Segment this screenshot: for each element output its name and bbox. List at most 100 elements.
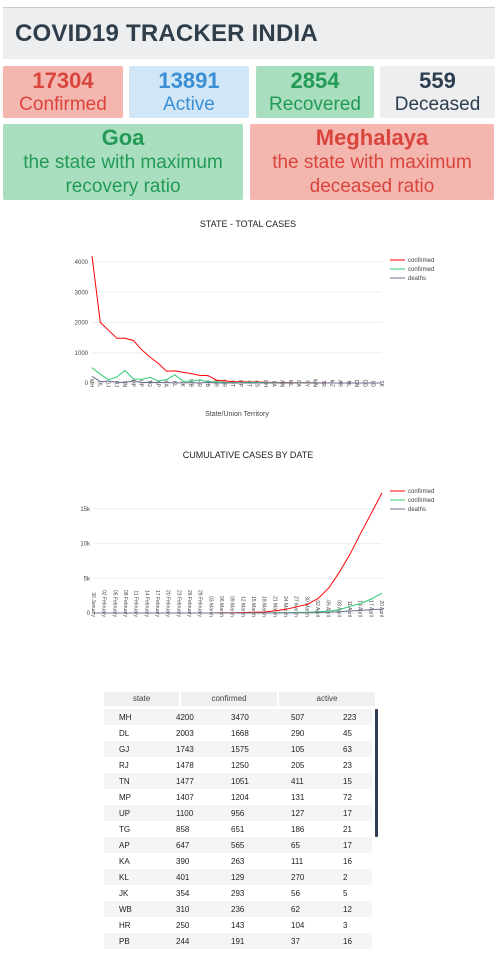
max-recovery-text: the state with maximum recovery ratio <box>23 152 223 197</box>
table-cell: PB <box>119 937 130 946</box>
table-cell: 62 <box>291 905 300 914</box>
max-recovery-card: Goa the state with maximum recovery rati… <box>3 124 243 200</box>
app-header: COVID19 TRACKER INDIA <box>3 7 495 59</box>
table-cell: 1204 <box>231 793 249 802</box>
table-cell: 411 <box>291 777 304 786</box>
y-tick-label: 3000 <box>75 290 89 296</box>
x-tick-label: 23 February <box>175 590 181 617</box>
header-confirmed[interactable]: confirmed <box>181 692 277 706</box>
x-tick-label: KA <box>163 380 169 387</box>
table-cell: 105 <box>291 745 305 754</box>
table-row: KL 401 129 270 2 <box>104 869 372 885</box>
x-tick-label: 26 February <box>186 590 192 617</box>
table-cell: 23 <box>343 761 352 770</box>
table-row: PB 244 191 37 16 <box>104 933 372 949</box>
table-cell: 223 <box>343 713 357 722</box>
legend-label: deaths <box>408 507 426 513</box>
x-tick-label: 08 April <box>335 600 341 617</box>
table-cell: 293 <box>231 889 245 898</box>
x-tick-label: 05 April <box>325 600 331 617</box>
table-cell: 354 <box>176 889 190 898</box>
table-cell: 4200 <box>176 713 194 722</box>
table-cell: 250 <box>176 921 190 930</box>
table-cell: 236 <box>231 905 245 914</box>
y-tick-label: 2000 <box>75 321 89 327</box>
table-row: MP 1407 1204 131 72 <box>104 789 372 805</box>
table-cell: 565 <box>231 841 245 850</box>
table-row: TN 1477 1051 411 15 <box>104 773 372 789</box>
legend-label: confirmed <box>408 498 434 504</box>
x-tick-label: 24 March <box>282 596 288 617</box>
x-tick-label: 14 February <box>143 590 149 617</box>
x-tick-label: 29 February <box>197 590 203 617</box>
table-cell: DL <box>119 729 130 738</box>
x-tick-label: BR <box>212 380 218 387</box>
max-recovery-state: Goa <box>101 125 145 150</box>
table-cell: 72 <box>343 793 352 802</box>
x-axis-title: State/Union Territory <box>205 411 269 418</box>
table-cell: 1668 <box>231 729 249 738</box>
table-row: GJ 1743 1575 105 63 <box>104 741 372 757</box>
table-cell: 390 <box>176 857 190 866</box>
table-cell: 290 <box>291 729 305 738</box>
active-card: 13891 Active <box>129 66 249 118</box>
state-total-cases-chart: 0 1000 2000 3000 4000 MH DL GJ RJ TN MP UP TG AP KA KL J… <box>75 255 434 418</box>
x-tick-label: AP <box>154 380 160 387</box>
table-cell: 16 <box>343 937 352 946</box>
table-cell: 37 <box>291 937 300 946</box>
table-cell: 205 <box>291 761 305 770</box>
x-tick-label: SK <box>378 380 384 387</box>
table-cell: 16 <box>343 857 352 866</box>
x-tick-label: HR <box>196 380 202 388</box>
x-tick-label: UT <box>229 380 235 387</box>
y-tick-label: 4000 <box>75 260 89 266</box>
table-cell: 3 <box>343 921 348 930</box>
table-row: DL 2003 1668 290 45 <box>104 725 372 741</box>
app-title: COVID19 TRACKER INDIA <box>15 20 318 47</box>
table-cell: 401 <box>176 873 190 882</box>
legend-label: confirmed <box>408 258 434 264</box>
table-cell: 651 <box>231 825 245 834</box>
x-tick-label: 08 February <box>122 590 128 617</box>
x-tick-label: 06 March <box>218 596 224 617</box>
x-tick-label: 11 February <box>133 590 139 617</box>
legend-label: confirmed <box>408 267 434 273</box>
x-tick-label: TR <box>320 380 326 387</box>
series-line-deaths <box>94 608 383 614</box>
table-cell: 263 <box>231 857 245 866</box>
table-cell: 191 <box>231 937 245 946</box>
legend-label: confirmed <box>408 489 434 495</box>
x-tick-label: 12 March <box>239 596 245 617</box>
table-cell: 1051 <box>231 777 249 786</box>
table-cell: 56 <box>291 889 300 898</box>
y-tick-label: 0 <box>87 611 91 617</box>
x-tick-label: GA <box>295 380 301 388</box>
header-active[interactable]: active <box>279 692 375 706</box>
x-tick-label: 17 February <box>154 590 160 617</box>
y-tick-label: 10k <box>80 542 91 548</box>
x-tick-label: 20 February <box>165 590 171 617</box>
header-state[interactable]: state <box>104 692 179 706</box>
table-cell: 2003 <box>176 729 194 738</box>
active-label: Active <box>163 94 215 115</box>
y-tick-label: 15k <box>80 507 91 513</box>
table-cell: 507 <box>291 713 305 722</box>
table-cell: 15 <box>343 777 352 786</box>
max-deceased-state: Meghalaya <box>315 125 429 150</box>
x-tick-label: CT <box>245 380 251 387</box>
table-cell: 5 <box>343 889 348 898</box>
table-scrollbar[interactable] <box>375 709 378 837</box>
y-tick-label: 5k <box>84 576 91 582</box>
max-deceased-text: the state with maximum deceased ratio <box>272 152 472 197</box>
confirmed-count: 17304 <box>32 68 94 93</box>
table-cell: 111 <box>291 857 304 866</box>
table-cell: 310 <box>176 905 190 914</box>
series-line-deaths <box>91 375 382 384</box>
series-line-confirmed <box>91 255 382 384</box>
table-cell: 244 <box>176 937 190 946</box>
table-row: HR 250 143 104 3 <box>104 917 372 933</box>
legend-label: deaths <box>408 276 426 282</box>
x-tick-label: 03 March <box>207 596 213 617</box>
table-cell: 1743 <box>176 745 194 754</box>
x-tick-label: AS <box>254 380 260 387</box>
